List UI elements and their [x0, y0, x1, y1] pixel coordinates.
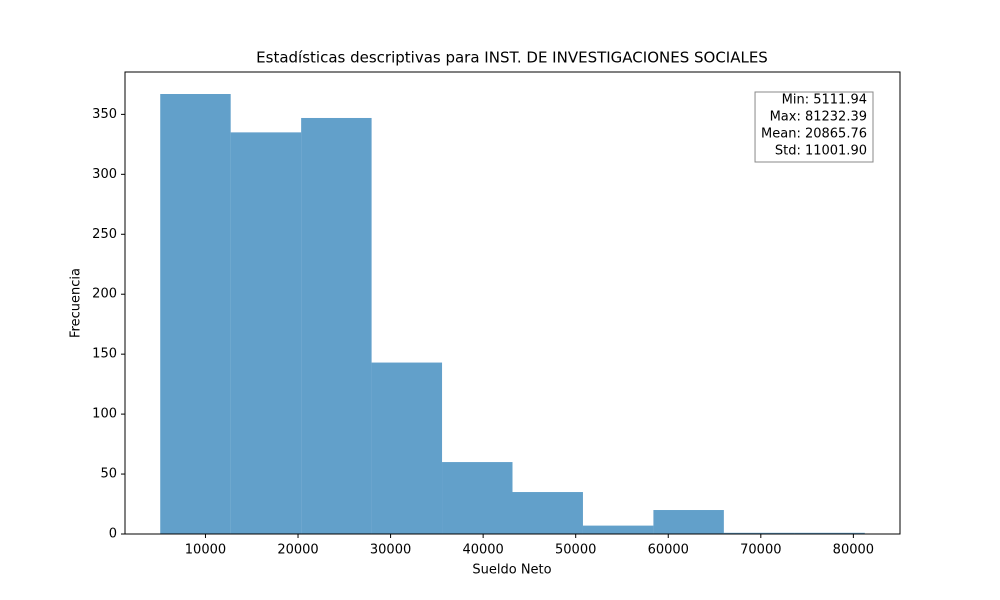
x-tick-label: 30000: [370, 543, 411, 558]
x-tick-label: 50000: [555, 543, 596, 558]
chart-title: Estadísticas descriptivas para INST. DE …: [256, 49, 768, 67]
stats-text: Min: 5111.94: [782, 93, 867, 108]
bar: [512, 492, 583, 534]
x-tick-label: 60000: [648, 543, 689, 558]
bar: [230, 132, 302, 535]
bar: [301, 117, 372, 534]
y-tick-label: 300: [92, 167, 117, 182]
plot-frame: [124, 71, 901, 535]
x-axis-label: Sueldo Neto: [472, 563, 551, 578]
stats-text: Max: 81232.39: [770, 110, 867, 125]
stats-text: Std: 11001.90: [775, 144, 867, 159]
y-tick-label: 200: [92, 287, 117, 302]
bar: [723, 532, 795, 534]
x-tick-label: 40000: [462, 543, 503, 558]
y-tick-label: 250: [92, 227, 117, 242]
bar: [442, 462, 513, 534]
bar: [160, 94, 231, 534]
y-tick-label: 50: [100, 467, 117, 482]
x-tick-label: 80000: [833, 543, 874, 558]
x-tick-label: 20000: [277, 543, 318, 558]
bar: [582, 525, 654, 534]
stats-text: Mean: 20865.76: [761, 127, 867, 142]
x-tick-label: 10000: [185, 543, 226, 558]
y-tick-label: 150: [92, 347, 117, 362]
bar: [794, 532, 865, 534]
bar: [653, 510, 724, 534]
y-tick-label: 0: [109, 527, 117, 542]
stats-box: [754, 91, 874, 163]
y-tick-label: 350: [92, 107, 117, 122]
x-tick-label: 70000: [740, 543, 781, 558]
bar: [371, 362, 443, 534]
y-axis-label: Frecuencia: [69, 268, 84, 338]
y-tick-label: 100: [92, 407, 117, 422]
